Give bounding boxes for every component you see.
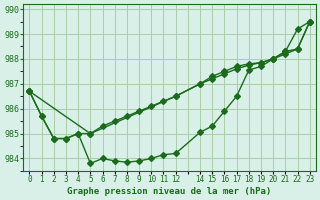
- X-axis label: Graphe pression niveau de la mer (hPa): Graphe pression niveau de la mer (hPa): [68, 187, 272, 196]
